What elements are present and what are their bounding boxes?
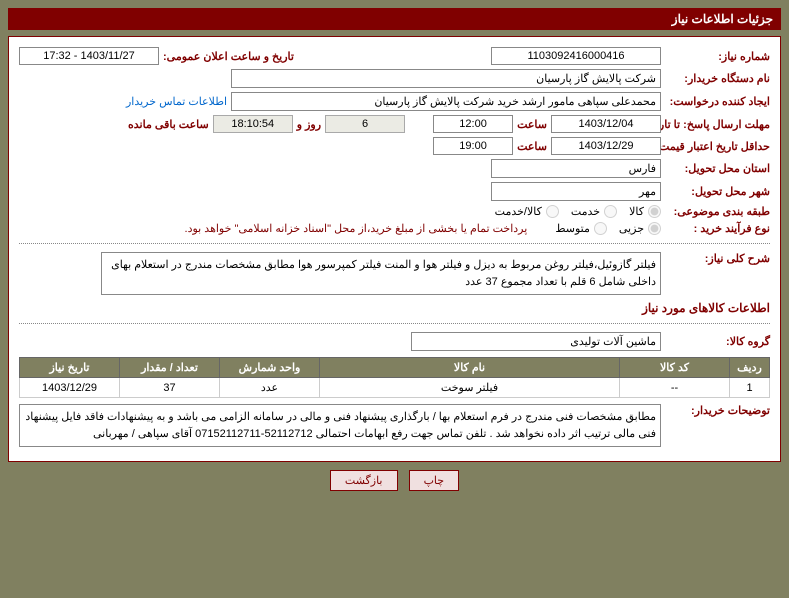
city-value: مهر (491, 182, 661, 201)
requester-value: محمدعلی سپاهی مامور ارشد خرید شرکت پالای… (231, 92, 661, 111)
radio-minor (648, 222, 661, 235)
buyer-notes-text: مطابق مشخصات فنی مندرج در فرم استعلام به… (19, 404, 661, 447)
province-label: استان محل تحویل: (665, 162, 770, 175)
goods-group-label: گروه کالا: (665, 335, 770, 348)
td-date: 1403/12/29 (20, 378, 120, 398)
th-date: تاریخ نیاز (20, 358, 120, 378)
td-row: 1 (730, 378, 770, 398)
separator-2 (19, 323, 770, 324)
requester-label: ایجاد کننده درخواست: (665, 95, 770, 108)
th-qty: تعداد / مقدار (120, 358, 220, 378)
proc-opt2-label: متوسط (555, 222, 590, 235)
details-panel: شماره نیاز: 1103092416000416 تاریخ و ساع… (8, 36, 781, 462)
time-remain: 18:10:54 (213, 115, 293, 133)
remain-suffix: ساعت باقی مانده (128, 118, 209, 131)
table-row: 1 -- فیلتر سوخت عدد 37 1403/12/29 (20, 378, 770, 398)
td-code: -- (620, 378, 730, 398)
category-label: طبقه بندی موضوعی: (665, 205, 770, 218)
goods-section-title: اطلاعات کالاهای مورد نیاز (19, 301, 770, 315)
time-label-1: ساعت (517, 118, 547, 131)
buyer-contact-link[interactable]: اطلاعات تماس خریدار (126, 95, 227, 108)
desc-label: شرح کلی نیاز: (665, 252, 770, 265)
need-no-label: شماره نیاز: (665, 50, 770, 63)
buyer-org-value: شرکت پالایش گاز پارسیان (231, 69, 661, 88)
process-label: نوع فرآیند خرید : (665, 222, 770, 235)
cat-opt1-label: کالا (629, 205, 644, 218)
desc-text: فیلتر گازوئیل،فیلتر روغن مربوط به دیزل و… (101, 252, 661, 295)
deadline-time: 12:00 (433, 115, 513, 133)
radio-goods (648, 205, 661, 218)
validity-label: حداقل تاریخ اعتبار قیمت: تا تاریخ: (665, 140, 770, 153)
td-unit: عدد (220, 378, 320, 398)
province-value: فارس (491, 159, 661, 178)
td-qty: 37 (120, 378, 220, 398)
announce-value: 1403/11/27 - 17:32 (19, 47, 159, 65)
need-no-value: 1103092416000416 (491, 47, 661, 65)
proc-opt1-label: جزیی (619, 222, 644, 235)
process-option-minor[interactable]: جزیی (619, 222, 661, 235)
separator-1 (19, 243, 770, 244)
cat-opt2-label: خدمت (571, 205, 600, 218)
print-button[interactable]: چاپ (409, 470, 460, 491)
back-button[interactable]: بازگشت (330, 470, 398, 491)
category-option-service[interactable]: خدمت (571, 205, 617, 218)
radio-both (546, 205, 559, 218)
th-unit: واحد شمارش (220, 358, 320, 378)
page-title: جزئیات اطلاعات نیاز (8, 8, 781, 30)
process-note: پرداخت تمام یا بخشی از مبلغ خرید،از محل … (185, 222, 528, 235)
city-label: شهر محل تحویل: (665, 185, 770, 198)
goods-table: ردیف کد کالا نام کالا واحد شمارش تعداد /… (19, 357, 770, 398)
th-row: ردیف (730, 358, 770, 378)
buyer-org-label: نام دستگاه خریدار: (665, 72, 770, 85)
goods-group-value: ماشین آلات تولیدی (411, 332, 661, 351)
validity-date: 1403/12/29 (551, 137, 661, 155)
time-label-2: ساعت (517, 140, 547, 153)
radio-medium (594, 222, 607, 235)
days-and-label: روز و (297, 118, 321, 131)
process-option-medium[interactable]: متوسط (555, 222, 607, 235)
announce-label: تاریخ و ساعت اعلان عمومی: (163, 50, 294, 63)
category-option-goods[interactable]: کالا (629, 205, 661, 218)
deadline-date: 1403/12/04 (551, 115, 661, 133)
days-remain: 6 (325, 115, 405, 133)
radio-service (604, 205, 617, 218)
buyer-notes-label: توضیحات خریدار: (665, 404, 770, 417)
th-code: کد کالا (620, 358, 730, 378)
category-option-both[interactable]: کالا/خدمت (495, 205, 559, 218)
validity-time: 19:00 (433, 137, 513, 155)
th-name: نام کالا (320, 358, 620, 378)
td-name: فیلتر سوخت (320, 378, 620, 398)
cat-opt3-label: کالا/خدمت (495, 205, 542, 218)
deadline-label: مهلت ارسال پاسخ: تا تاریخ: (665, 118, 770, 131)
